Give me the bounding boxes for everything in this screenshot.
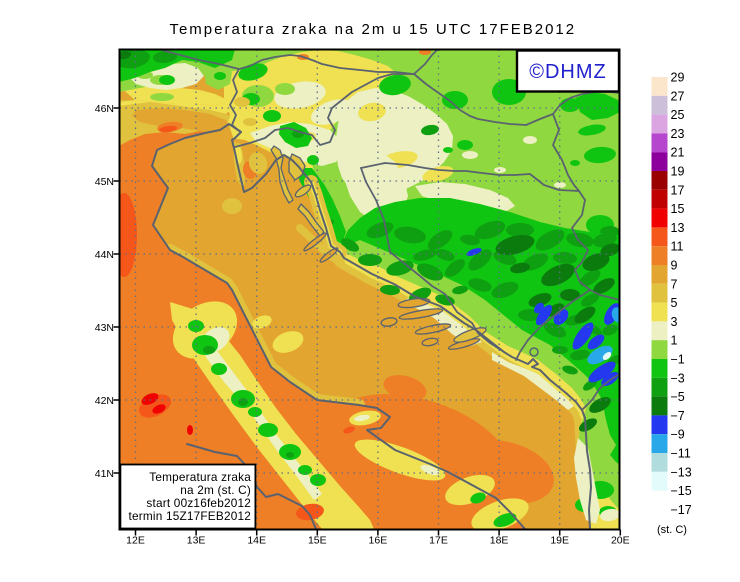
svg-text:−7: −7: [671, 409, 685, 423]
svg-text:7: 7: [671, 277, 678, 291]
svg-text:29: 29: [671, 71, 685, 85]
svg-text:19E: 19E: [550, 535, 569, 547]
svg-text:5: 5: [671, 296, 678, 310]
svg-text:19: 19: [671, 165, 685, 179]
svg-text:17E: 17E: [429, 535, 448, 547]
svg-text:46N: 46N: [95, 103, 114, 115]
svg-text:17: 17: [671, 183, 685, 197]
svg-text:44N: 44N: [95, 249, 114, 261]
svg-text:Temperatura zraka na 2m u 15 U: Temperatura zraka na 2m u 15 UTC 17FEB20…: [169, 21, 576, 38]
svg-text:15E: 15E: [308, 535, 327, 547]
svg-text:16E: 16E: [369, 535, 388, 547]
svg-text:13: 13: [671, 221, 685, 235]
svg-text:15: 15: [671, 202, 685, 216]
svg-text:−15: −15: [671, 484, 692, 498]
svg-text:−5: −5: [671, 390, 685, 404]
svg-text:27: 27: [671, 89, 685, 103]
svg-text:12E: 12E: [126, 535, 145, 547]
svg-text:42N: 42N: [95, 395, 114, 407]
svg-text:14E: 14E: [247, 535, 266, 547]
svg-text:−3: −3: [671, 371, 685, 385]
svg-text:13E: 13E: [187, 535, 206, 547]
svg-text:©DHMZ: ©DHMZ: [529, 61, 607, 83]
svg-text:45N: 45N: [95, 176, 114, 188]
svg-text:1: 1: [671, 334, 678, 348]
svg-text:20E: 20E: [611, 535, 630, 547]
svg-text:−9: −9: [671, 428, 685, 442]
svg-text:41N: 41N: [95, 468, 114, 480]
svg-text:25: 25: [671, 108, 685, 122]
svg-text:−13: −13: [671, 465, 692, 479]
svg-text:23: 23: [671, 127, 685, 141]
svg-text:9: 9: [671, 259, 678, 273]
svg-text:−17: −17: [671, 503, 692, 517]
svg-text:18E: 18E: [490, 535, 509, 547]
svg-text:start 00z16feb2012: start 00z16feb2012: [146, 496, 251, 510]
svg-text:−11: −11: [671, 447, 691, 461]
svg-text:11: 11: [671, 240, 684, 254]
svg-text:na 2m (st. C): na 2m (st. C): [180, 483, 251, 497]
svg-text:−1: −1: [671, 353, 685, 367]
svg-text:(st. C): (st. C): [657, 524, 687, 536]
svg-text:21: 21: [671, 146, 685, 160]
svg-text:43N: 43N: [95, 322, 114, 334]
svg-text:Temperatura zraka: Temperatura zraka: [149, 470, 251, 484]
svg-text:3: 3: [671, 315, 678, 329]
svg-text:termin 15Z17FEB2012: termin 15Z17FEB2012: [129, 509, 252, 523]
